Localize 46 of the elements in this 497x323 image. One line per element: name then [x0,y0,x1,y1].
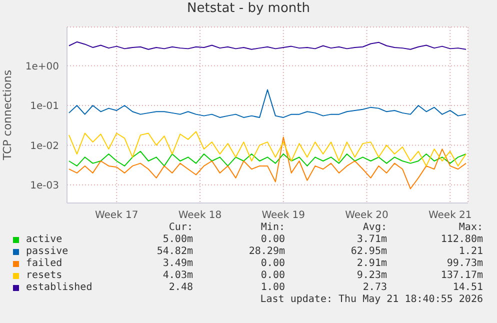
line-series [68,41,467,50]
y-tick-label: 1e-02 [30,140,59,152]
line-series [68,131,467,166]
legend-label: established [26,282,92,293]
text: 99.73m [446,258,483,269]
line-series [68,89,467,118]
line-series [68,136,467,190]
text: 2.73 [362,282,387,293]
text: 1.00 [260,282,285,293]
legend-label: failed [26,258,62,269]
line-series [68,150,467,166]
x-tick-label: Week 19 [262,210,306,222]
text: Avg: [362,222,387,233]
legend-label: passive [26,246,68,257]
text: 62.95m [350,246,387,257]
text: 5.00m [162,234,193,245]
text: Max: [458,222,483,233]
x-tick-label: Week 17 [94,210,138,222]
x-tick-label: Week 21 [428,210,472,222]
text: 112.80m [440,234,483,245]
legend-label: active [26,234,62,245]
y-axis-title: TCP connections [0,70,14,162]
text: 137.17m [440,270,483,281]
x-tick-label: Week 20 [345,210,388,222]
text: 28.29m [248,246,285,257]
text: 0.00 [260,270,285,281]
legend-label: resets [26,270,62,281]
y-tick-label: 1e-01 [30,101,59,112]
text: 14.51 [452,282,483,293]
text: 1.21 [458,246,483,257]
text: 2.91m [356,258,387,269]
x-tick-label: Week 18 [178,210,222,222]
text: Cur: [168,222,193,233]
text: 3.71m [356,234,387,245]
text: 3.49m [162,258,193,269]
text: 4.03m [162,270,193,281]
text: 0.00 [260,258,285,269]
y-tick-label: 1e-03 [30,180,59,192]
text: Min: [260,222,285,233]
text: 9.23m [356,270,387,281]
text: 2.48 [168,282,193,293]
text: 0.00 [260,234,285,245]
text: Last update: Thu May 21 18:40:55 2026 [260,294,483,305]
chart-title: Netstat - by month [186,1,311,16]
y-tick-label: 1e+00 [25,61,59,72]
text: 54.82m [156,246,193,257]
